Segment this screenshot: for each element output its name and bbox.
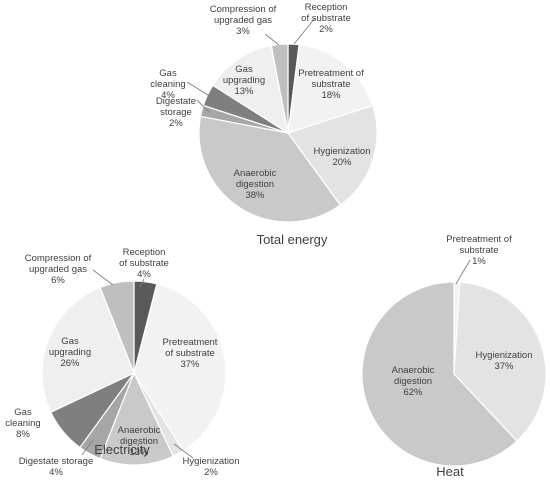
data-label-hygienization: Hygienization 2% [182, 456, 239, 478]
leader-line [196, 99, 210, 113]
leader-line [173, 443, 194, 459]
data-label-gas-upgrading: Gas upgrading 13% [223, 64, 265, 97]
leader-line [81, 439, 94, 456]
heat-pie-chart: Pretreatment of substrate 1% Hygienization 3… [361, 234, 547, 479]
leader-line [92, 269, 114, 286]
leader-line [264, 33, 280, 46]
pie-slice-anaerobic-digestion [198, 115, 342, 223]
data-label-reception-of-substrate: Reception of substrate 4% [119, 247, 169, 280]
pie-slice-hygienization [453, 281, 547, 442]
chart-title: Total energy [257, 232, 328, 247]
data-label-compression-of-upgraded-gas: Compression of upgraded gas 6% [25, 253, 92, 286]
pie-slice-hygienization [287, 104, 378, 206]
data-label-compression-of-upgraded-gas: Compression of upgraded gas 3% [210, 4, 277, 37]
data-label-anaerobic-digestion: Anaerobic digestion 38% [234, 168, 277, 201]
data-label-pretreatment-of-substrate: Pretreatment of substrate 1% [446, 234, 512, 267]
data-label-pretreatment-of-substrate: Pretreatment of substrate 18% [298, 68, 364, 101]
pie-slice-compression-of-upgraded-gas [99, 280, 135, 374]
data-label-gas-cleaning: Gas cleaning 4% [150, 68, 185, 101]
leader-line [293, 17, 316, 45]
data-label-reception-of-substrate: Reception of substrate 2% [301, 2, 351, 35]
pie-slice-anaerobic-digestion [99, 371, 174, 466]
pie-slice-gas-upgrading [212, 44, 289, 135]
pie-slice-anaerobic-digestion [361, 281, 518, 467]
data-label-anaerobic-digestion: Anaerobic digestion 62% [392, 365, 435, 398]
data-label-hygienization: Hygienization 20% [313, 146, 370, 168]
leader-line [186, 81, 212, 98]
data-label-anaerobic-digestion: Anaerobic digestion 13% [118, 425, 161, 458]
electricity-pie-chart: Reception of substrate 4% Pretreatment of su… [5, 247, 239, 478]
data-label-digestate-storage: Digestate storage 4% [19, 456, 93, 478]
data-label-pretreatment-of-substrate: Pretreatment of substrate 37% [163, 337, 218, 370]
data-label-hygienization: Hygienization 37% [475, 350, 532, 372]
data-label-digestate-storage: Digestate storage 2% [156, 96, 196, 129]
chart-title: Electricity [94, 442, 150, 457]
chart-title: Heat [436, 464, 464, 479]
pie-slice-gas-upgrading [41, 286, 135, 413]
pie-slice-pretreatment-of-substrate [287, 44, 374, 134]
data-label-gas-cleaning: Gas cleaning 8% [5, 407, 40, 440]
data-label-gas-upgrading: Gas upgrading 26% [49, 336, 91, 369]
pie-slice-compression-of-upgraded-gas [270, 43, 289, 134]
leader-line [455, 259, 471, 285]
total-energy-pie-chart: Reception of substrate 2% Pretreatment of su… [150, 2, 378, 247]
leader-line [139, 278, 145, 288]
